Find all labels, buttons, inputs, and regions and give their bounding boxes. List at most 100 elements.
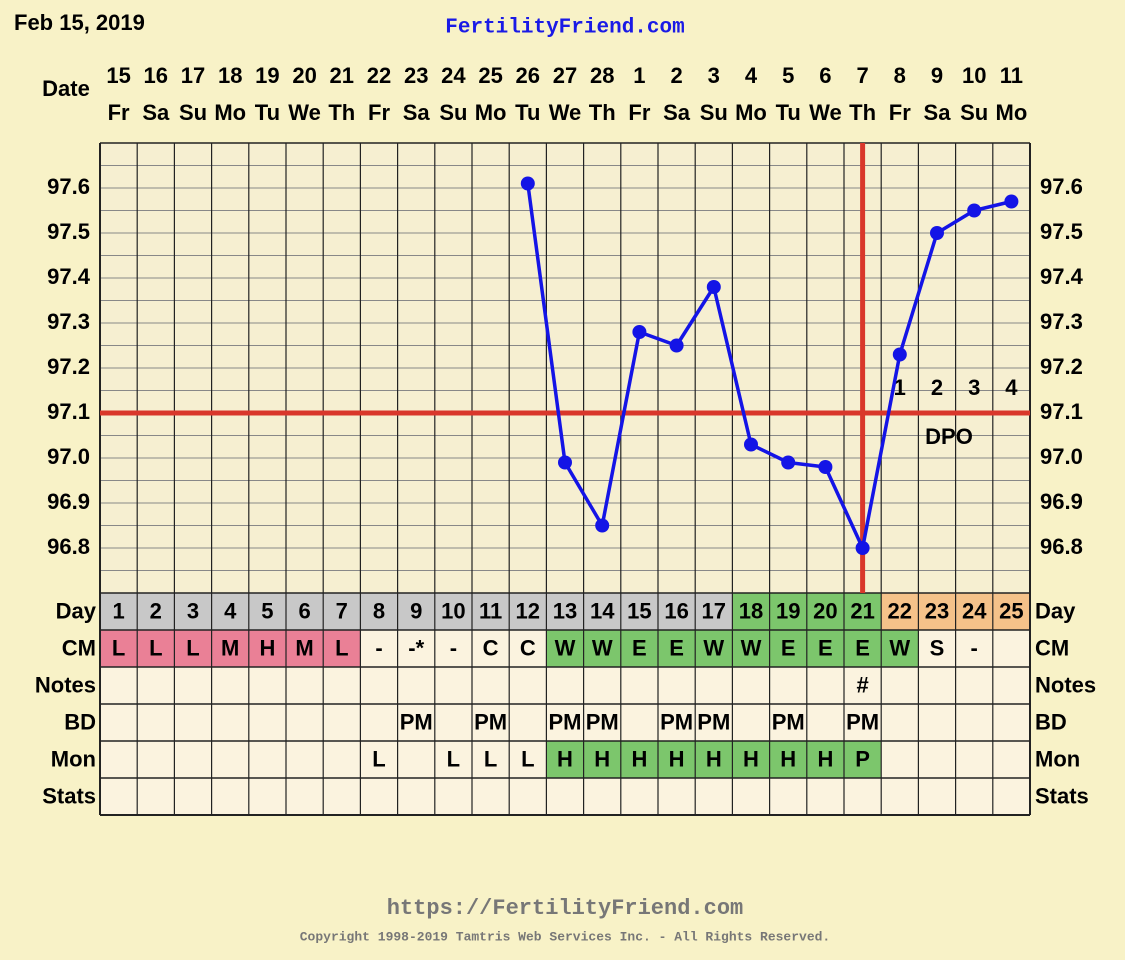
date-label: 21 [330,63,354,88]
y-tick-label: 97.4 [47,264,91,289]
cell-text: 19 [776,598,800,623]
cell-text: -* [408,635,424,660]
weekday-label: Fr [108,100,130,125]
weekday-label: Sa [142,100,170,125]
cell-fill [174,593,212,630]
cell-text: L [112,635,125,660]
y-tick-label: 97.1 [47,399,90,424]
cell-text: H [594,746,610,771]
cell-fill [844,630,882,667]
weekday-label: Tu [515,100,540,125]
cell-fill [174,630,212,667]
weekday-label: We [809,100,842,125]
temperature-point [632,325,647,339]
weekday-label: Sa [403,100,431,125]
cell-text: - [375,635,382,660]
row-label: Notes [35,672,96,697]
cell-text: 14 [590,598,615,623]
cell-fill [546,630,584,667]
row-label: Day [56,598,97,623]
cell-text: C [483,635,499,660]
chart-date: Feb 15, 2019 [14,10,145,35]
date-label: 15 [106,63,130,88]
cell-text: 18 [739,598,763,623]
cell-fill [286,630,324,667]
cell-text: E [781,635,796,660]
x-label: Date [42,76,90,101]
date-label: 10 [962,63,986,88]
y-tick-label: 97.5 [1040,219,1083,244]
cell-fill [397,593,435,630]
cell-text: PM [846,709,879,734]
y-tick-label: 96.9 [47,489,90,514]
y-tick-label: 97.3 [1040,309,1083,334]
date-label: 9 [931,63,943,88]
cell-text: PM [697,709,730,734]
cell-fill [248,630,286,667]
y-tick-label: 96.9 [1040,489,1083,514]
cell-text: L [149,635,162,660]
date-label: 8 [894,63,906,88]
weekday-label: We [288,100,321,125]
date-label: 20 [292,63,316,88]
temperature-point [520,176,535,191]
cell-fill [881,593,919,630]
cell-fill [806,630,844,667]
dpo-number: 2 [931,375,943,400]
temperature-point [930,226,944,240]
temperature-point [744,437,758,452]
cell-fill [769,593,807,630]
cell-fill [137,630,175,667]
weekday-label: Mo [475,100,507,125]
cell-fill [844,741,882,778]
cell-text: W [703,635,724,660]
y-tick-label: 96.8 [1040,534,1083,559]
date-label: 16 [144,63,168,88]
date-label: 18 [218,63,242,88]
cell-text: W [741,635,762,660]
cell-fill [695,593,733,630]
weekday-label: Mo [214,100,246,125]
cell-text: 7 [336,598,348,623]
cell-fill [695,630,733,667]
date-label: 24 [441,63,466,88]
cell-fill [769,630,807,667]
temperature-point [892,347,907,362]
cell-text: L [447,746,460,771]
cell-fill [100,593,138,630]
cell-text: L [372,746,385,771]
cell-text: 3 [187,598,199,623]
weekday-label: Fr [889,100,911,125]
temperature-point [595,518,610,533]
y-tick-label: 97.0 [1040,444,1083,469]
cell-text: L [186,635,199,660]
cell-text: 20 [813,598,837,623]
cell-text: E [855,635,870,660]
cell-text: 5 [261,598,273,623]
cell-fill [992,593,1030,630]
cell-fill [918,593,956,630]
date-label: 1 [633,63,645,88]
cell-fill [695,741,733,778]
temperature-point [781,455,796,470]
cell-text: PM [772,709,805,734]
cell-fill [546,741,584,778]
weekday-label: Th [849,100,876,125]
cell-text: 6 [298,598,310,623]
weekday-label: Su [700,100,728,125]
cell-text: PM [586,709,619,734]
weekday-label: Fr [368,100,390,125]
cell-text: 25 [999,598,1023,623]
cell-text: 12 [516,598,540,623]
cell-text: PM [474,709,507,734]
y-tick-label: 97.3 [47,309,90,334]
cell-text: H [780,746,796,771]
weekday-label: Tu [255,100,280,125]
date-label: 25 [478,63,502,88]
weekday-label: Su [179,100,207,125]
date-label: 28 [590,63,614,88]
weekday-label: Su [439,100,467,125]
cell-text: 13 [553,598,577,623]
cell-text: 22 [888,598,912,623]
